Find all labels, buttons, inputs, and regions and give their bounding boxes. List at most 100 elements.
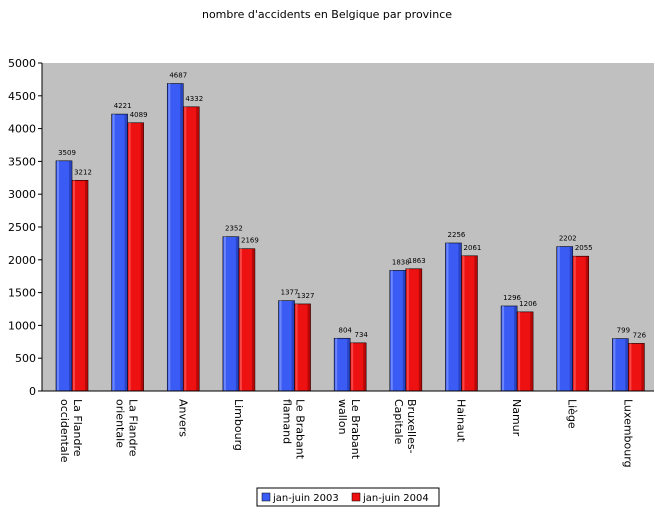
y-tick-label: 2000 [8,254,36,267]
x-category-label-line: orientale [114,399,127,448]
data-label: 734 [354,331,368,339]
bar-shade [514,305,518,391]
bar-shade [307,303,311,391]
legend-swatch-2003 [261,492,271,502]
bar-shade [235,236,239,391]
x-category-label-line: La Flandre [71,399,84,457]
bar-highlight [335,338,338,391]
y-tick-label: 1000 [8,319,36,332]
y-tick-label: 3500 [8,155,36,168]
bar-shade [180,83,184,391]
bar-highlight [168,83,171,391]
bar-shade [124,114,128,391]
data-label: 1296 [503,294,521,302]
y-tick-label: 5000 [8,57,36,70]
x-category-label-line: Luxembourg [621,399,634,468]
bar-shade [69,160,72,391]
bar-shade [196,106,200,391]
bar-highlight [502,305,505,391]
bar-highlight [295,303,298,391]
y-tick-label: 4500 [8,90,36,103]
x-category-label: Bruxelles-Capitale [392,399,418,454]
bar-highlight [518,311,521,391]
bars [55,83,645,392]
y-tick-label: 0 [29,385,36,398]
data-label: 2352 [225,225,243,233]
data-label: 1377 [281,289,299,297]
bar-highlight [613,338,616,391]
chart-title: nombre d'accidents en Belgique par provi… [202,8,452,21]
data-label: 1863 [408,257,426,265]
bar-highlight [279,300,282,391]
bar-highlight [629,343,632,391]
x-category-label-line: Le Brabant [294,399,307,460]
y-tick-label: 1500 [8,287,36,300]
x-category-label: Luxembourg [621,399,634,468]
bar-shade [251,248,255,391]
x-category-label: Le Brabantwallon [336,399,362,460]
bar-highlight [184,106,187,391]
data-label: 726 [633,331,647,339]
data-label: 4221 [114,102,132,110]
x-category-label-line: Liège [566,399,579,429]
legend-label-2004: jan-juin 2004 [362,493,429,504]
x-category-label: Liège [566,399,579,429]
bar-highlight [462,255,465,391]
bar-shade [641,343,645,391]
x-category-label-line: flamand [281,399,294,444]
bar-highlight [112,114,115,391]
bar-shade [474,255,478,391]
data-label: 2055 [575,244,593,252]
x-category-label-line: Le Brabant [349,399,362,460]
bar-shade [530,311,534,391]
x-category-label-line: Bruxelles- [405,399,418,454]
y-tick-label: 4000 [8,123,36,136]
data-label: 804 [338,326,352,334]
bar-highlight [73,180,75,391]
data-label: 1838 [392,258,410,266]
x-axis-categories: La Flandreoccidentale La Flandreorientale… [58,399,634,468]
bar-highlight [557,246,560,391]
y-tick-label: 500 [15,352,36,365]
data-label: 4687 [169,72,187,80]
bar-shade [418,268,422,391]
bar-shade [363,342,367,391]
bar-shade [347,338,351,391]
bar-highlight [239,248,242,391]
bar-shade [458,243,462,391]
data-label: 2061 [464,244,482,252]
x-category-label-line: wallon [336,399,349,435]
x-category-label-line: Anvers [176,399,189,437]
legend-label-2003: jan-juin 2003 [272,493,339,504]
bar-highlight [223,236,226,391]
legend: jan-juin 2003 jan-juin 2004 [256,487,440,507]
y-tick-label: 3000 [8,188,36,201]
data-label: 2169 [241,237,259,245]
bar-shade [140,122,144,391]
data-label: 1327 [297,292,315,300]
data-label: 1206 [519,300,537,308]
x-category-label: Anvers [176,399,189,437]
x-category-label-line: Capitale [392,399,405,445]
data-label: 3212 [74,168,92,176]
x-category-label-line: Namur [510,399,523,437]
x-category-label: La Flandreorientale [114,399,140,457]
x-category-label-line: La Flandre [127,399,140,457]
bar-highlight [57,160,59,391]
x-category-label-line: Hainaut [454,399,467,443]
x-category-label: Namur [510,399,523,437]
bar-shade [585,256,589,391]
x-category-label: La Flandreoccidentale [58,399,84,463]
data-label: 3509 [58,149,76,157]
bar-highlight [573,256,576,391]
bar-highlight [406,268,409,391]
bar-shade [85,180,88,391]
x-category-label: Limbourg [232,399,245,451]
legend-box [256,487,440,507]
bar-highlight [446,243,449,391]
y-axis: 0 500 1000 1500 2000 2500 3000 3500 4000 4500 5000 [8,57,42,398]
x-category-label-line: occidentale [58,399,71,463]
bar-highlight [390,270,393,391]
bar-shade [402,270,406,391]
